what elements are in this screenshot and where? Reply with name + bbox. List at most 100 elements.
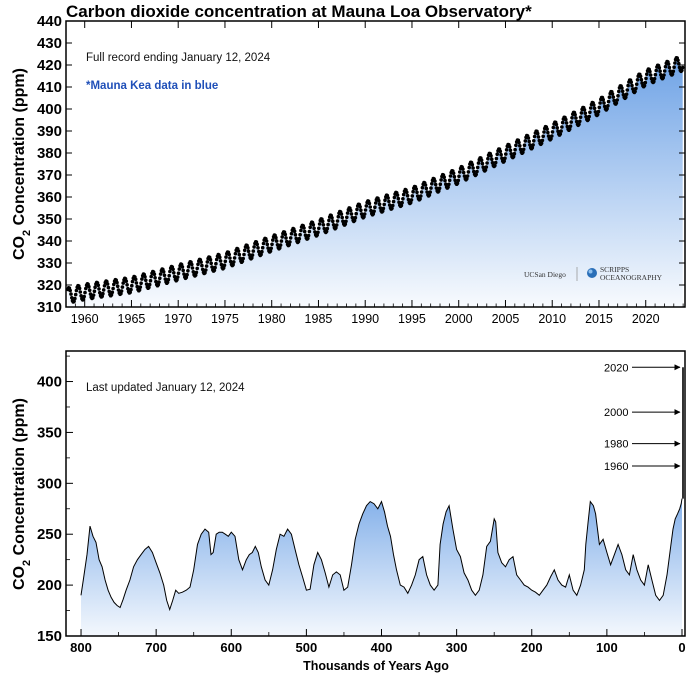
data-point: [224, 255, 228, 259]
data-point: [107, 289, 111, 294]
data-point: [88, 292, 93, 296]
data-point: [209, 261, 213, 266]
data-point: [252, 245, 256, 249]
data-point: [490, 157, 494, 161]
data-point: [345, 215, 349, 220]
data-point: [212, 268, 217, 273]
data-point: [228, 259, 233, 264]
data-point: [474, 172, 479, 177]
data-point: [327, 218, 331, 223]
data-point: [400, 200, 404, 205]
year-marker-label: 2020: [604, 362, 628, 374]
data-point: [316, 230, 320, 235]
data-point: [334, 226, 338, 230]
data-point: [241, 256, 245, 261]
data-point: [214, 257, 219, 262]
y-tick-label: 340: [37, 233, 62, 250]
data-point: [479, 158, 484, 162]
data-point: [240, 259, 245, 264]
data-point: [593, 110, 598, 114]
x-tick-label: 300: [446, 640, 468, 655]
data-point: [458, 170, 462, 174]
data-point: [175, 278, 179, 282]
scripps-logo-text: SCRIPPS: [600, 265, 629, 274]
data-point: [408, 200, 413, 205]
data-point: [564, 117, 568, 122]
data-point: [92, 289, 97, 294]
data-point: [134, 281, 139, 285]
data-point: [289, 231, 294, 236]
data-point: [320, 219, 325, 224]
data-point: [582, 108, 587, 112]
data-point: [545, 127, 549, 131]
data-point: [444, 182, 448, 186]
data-point: [380, 209, 385, 213]
data-point: [308, 225, 313, 230]
x-axis-title-bottom: Thousands of Years Ago: [303, 659, 449, 673]
data-point: [105, 282, 110, 286]
data-point: [137, 288, 142, 292]
data-point: [115, 280, 119, 285]
data-point: [532, 139, 536, 143]
data-point: [203, 270, 207, 275]
x-tick-label: 1990: [351, 312, 379, 326]
data-point: [662, 73, 666, 77]
series-points-mauna-loa: [66, 56, 685, 304]
data-point: [306, 236, 310, 241]
data-point: [336, 214, 341, 219]
data-point: [96, 283, 101, 288]
data-point: [677, 65, 682, 70]
data-point: [257, 249, 261, 254]
data-point: [231, 262, 235, 267]
data-point: [493, 163, 497, 168]
data-point: [406, 197, 411, 202]
data-point: [461, 170, 466, 175]
data-point: [662, 69, 667, 73]
x-tick-label: 2015: [585, 312, 613, 326]
data-point: [259, 252, 263, 257]
y-axis-top: 310 320 330 340 350 360 370 380 390 400 410 420 430 4…: [37, 13, 685, 316]
y-tick-label: 200: [37, 577, 62, 594]
data-point: [250, 253, 255, 257]
ice-core-chart: 150 200 250 300 350 400 800 700 600 500 400 300 200…: [11, 350, 686, 673]
y-tick-label: 150: [37, 628, 62, 645]
data-point: [466, 170, 471, 174]
data-point: [607, 95, 612, 99]
data-point: [401, 192, 406, 197]
data-point: [527, 139, 531, 144]
data-point: [428, 190, 433, 194]
data-point: [494, 156, 499, 161]
data-point: [570, 116, 574, 120]
data-point: [390, 206, 394, 211]
data-point: [77, 286, 82, 291]
y-tick-label: 300: [37, 475, 62, 492]
data-point: [392, 195, 397, 200]
data-point: [397, 200, 401, 205]
data-point: [265, 242, 270, 247]
area-fill-mauna-loa: [67, 57, 683, 307]
y-tick-label: 320: [37, 277, 62, 294]
data-point: [530, 145, 535, 150]
data-point: [439, 178, 443, 182]
data-point: [242, 252, 246, 257]
data-point: [148, 278, 153, 283]
data-point: [125, 283, 129, 287]
data-point: [429, 186, 433, 190]
data-point: [378, 206, 383, 210]
data-point: [167, 273, 171, 278]
data-point: [526, 136, 531, 140]
data-point: [597, 105, 602, 110]
data-point: [158, 276, 162, 281]
data-point: [275, 243, 280, 247]
data-point: [284, 236, 288, 240]
data-point: [279, 239, 284, 243]
data-point: [499, 152, 503, 157]
data-point: [373, 205, 377, 209]
data-point: [493, 160, 498, 165]
x-tick-label: 200: [521, 640, 543, 655]
area-fill-path: [81, 498, 682, 636]
data-point: [415, 194, 420, 198]
data-point: [364, 204, 369, 208]
data-point: [139, 281, 143, 286]
data-point: [588, 110, 592, 115]
